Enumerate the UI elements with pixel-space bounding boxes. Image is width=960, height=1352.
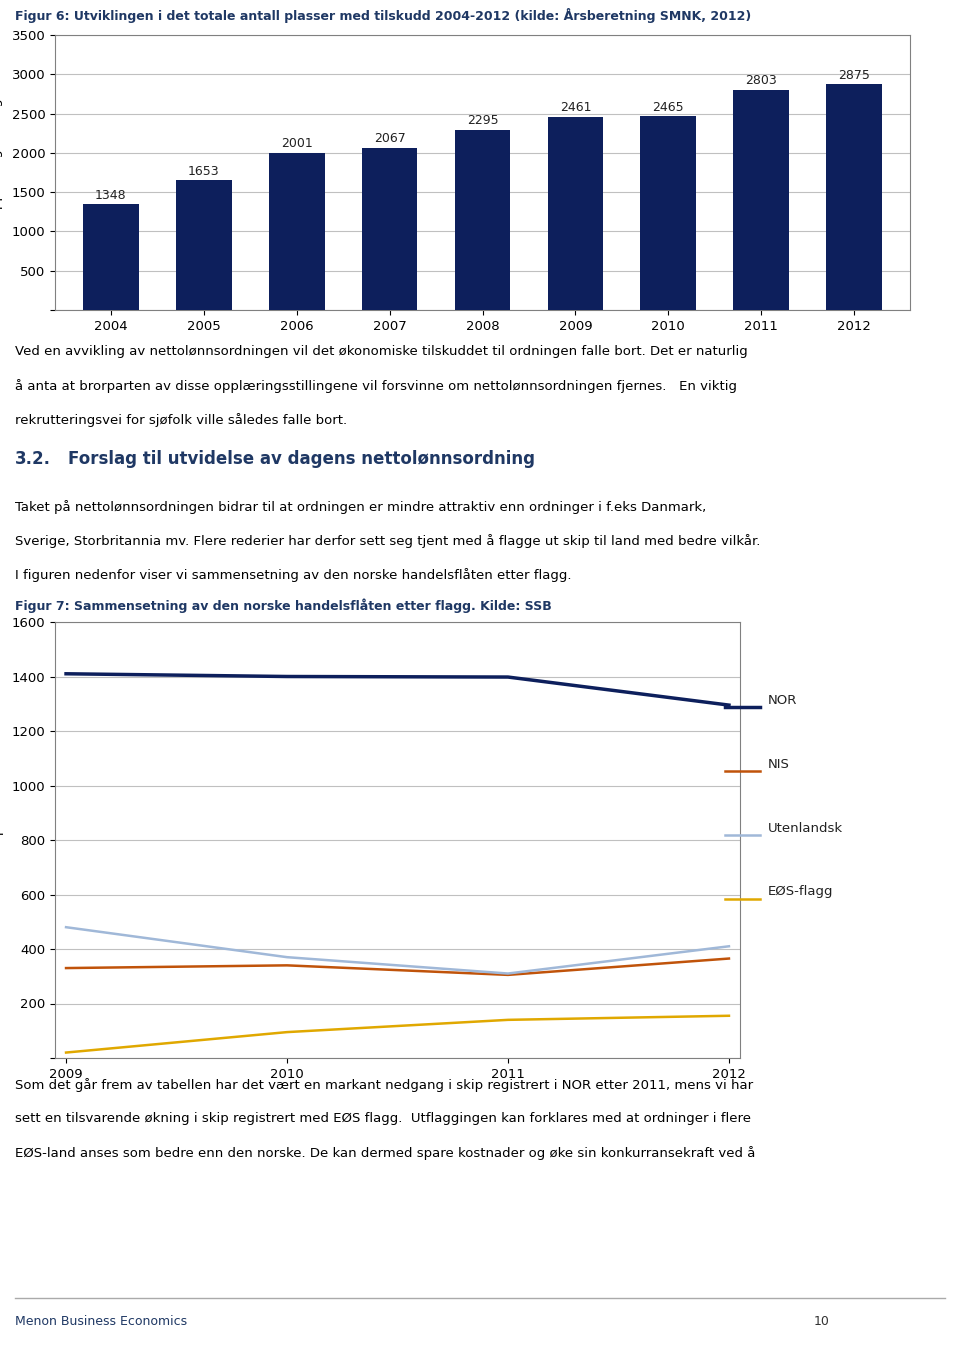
Text: 2295: 2295: [467, 115, 498, 127]
Text: 1653: 1653: [188, 165, 220, 177]
Y-axis label: Skip: Skip: [0, 826, 3, 854]
Text: 2465: 2465: [653, 101, 684, 114]
Text: Figur 7: Sammensetning av den norske handelsflåten etter flagg. Kilde: SSB: Figur 7: Sammensetning av den norske han…: [15, 598, 552, 612]
Text: Utenlandsk: Utenlandsk: [768, 822, 843, 834]
Bar: [827, 84, 882, 310]
Bar: [733, 89, 789, 310]
Text: 3.2.: 3.2.: [15, 450, 51, 468]
Bar: [547, 116, 603, 310]
Text: rekrutteringsvei for sjøfolk ville således falle bort.: rekrutteringsvei for sjøfolk ville såled…: [15, 414, 348, 427]
Text: 2001: 2001: [280, 138, 313, 150]
Text: EØS-land anses som bedre enn den norske. De kan dermed spare kostnader og øke si: EØS-land anses som bedre enn den norske.…: [15, 1146, 756, 1160]
Text: Taket på nettolønnsordningen bidrar til at ordningen er mindre attraktiv enn ord: Taket på nettolønnsordningen bidrar til …: [15, 500, 707, 514]
Text: 10: 10: [814, 1315, 830, 1328]
Bar: [362, 147, 418, 310]
Text: sett en tilsvarende økning i skip registrert med EØS flagg.  Utflaggingen kan fo: sett en tilsvarende økning i skip regist…: [15, 1113, 751, 1125]
Text: Forslag til utvidelse av dagens nettolønnsordning: Forslag til utvidelse av dagens nettoløn…: [68, 450, 535, 468]
Text: Ved en avvikling av nettolønnsordningen vil det økonomiske tilskuddet til ordnin: Ved en avvikling av nettolønnsordningen …: [15, 345, 748, 358]
Text: RAPPORT: RAPPORT: [859, 1317, 925, 1330]
Bar: [83, 204, 138, 310]
Text: NIS: NIS: [768, 757, 790, 771]
Text: 2461: 2461: [560, 101, 591, 115]
Bar: [640, 116, 696, 310]
Text: EØS-flagg: EØS-flagg: [768, 886, 833, 899]
Y-axis label: Antall opplæringsstillinger: Antall opplæringsstillinger: [0, 85, 3, 261]
Text: 2803: 2803: [745, 74, 778, 88]
Text: Menon Business Economics: Menon Business Economics: [15, 1315, 187, 1328]
Bar: [176, 180, 231, 310]
Text: Som det går frem av tabellen har det vært en markant nedgang i skip registrert i: Som det går frem av tabellen har det vær…: [15, 1078, 754, 1092]
Text: 2875: 2875: [838, 69, 870, 81]
Text: å anta at brorparten av disse opplæringsstillingene vil forsvinne om nettolønnso: å anta at brorparten av disse opplærings…: [15, 379, 737, 393]
Text: 1348: 1348: [95, 189, 127, 201]
Text: Figur 6: Utviklingen i det totale antall plasser med tilskudd 2004-2012 (kilde: : Figur 6: Utviklingen i det totale antall…: [15, 8, 752, 23]
Bar: [455, 130, 511, 310]
Bar: [269, 153, 324, 310]
Text: 2067: 2067: [373, 132, 405, 145]
Text: Sverige, Storbritannia mv. Flere rederier har derfor sett seg tjent med å flagge: Sverige, Storbritannia mv. Flere rederie…: [15, 534, 760, 548]
Text: NOR: NOR: [768, 694, 798, 707]
Text: I figuren nedenfor viser vi sammensetning av den norske handelsflåten etter flag: I figuren nedenfor viser vi sammensetnin…: [15, 568, 571, 583]
